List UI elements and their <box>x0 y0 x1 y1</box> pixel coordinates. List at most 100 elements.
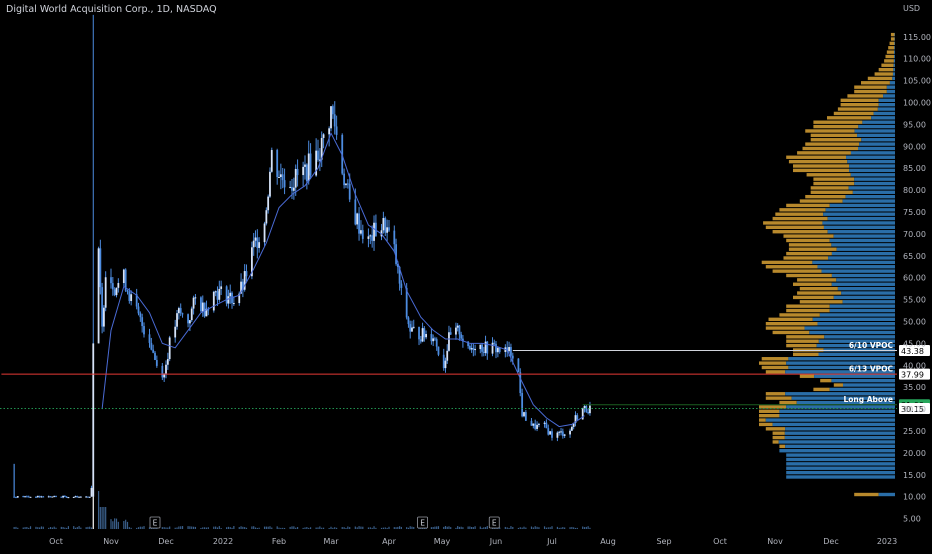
profile-bar-up <box>890 81 895 84</box>
volume-bar <box>62 527 63 529</box>
volume-bar <box>518 528 519 529</box>
candle-body <box>282 174 284 180</box>
x-tick-label: 2023 <box>877 537 897 546</box>
candle-body <box>560 431 562 432</box>
candle-body <box>143 326 145 334</box>
candle-body <box>291 187 293 191</box>
volume-bar <box>221 528 222 529</box>
volume-bar <box>557 527 558 529</box>
candle-body <box>98 248 100 343</box>
profile-bar-up <box>785 432 895 435</box>
profile-bar-down <box>786 344 816 347</box>
profile-bar-up <box>846 195 895 198</box>
profile-bar-down <box>786 156 846 159</box>
profile-bar-down <box>805 142 859 145</box>
profile-bar-down <box>797 278 836 281</box>
volume-bar <box>383 528 384 529</box>
volume-bar <box>297 527 298 529</box>
volume-bar <box>410 526 411 529</box>
candle-body <box>373 223 375 241</box>
volume-bar <box>349 527 350 529</box>
candle-body <box>358 213 360 233</box>
y-tick-label: 10.00 <box>903 493 926 502</box>
candle-body <box>217 291 219 299</box>
profile-bar-up <box>894 42 895 45</box>
candle-body <box>26 496 28 497</box>
profile-bar-down <box>766 326 805 329</box>
candle-body <box>393 231 395 245</box>
y-tick-label: 20.00 <box>903 449 926 458</box>
candle-body <box>278 177 280 178</box>
candle-body <box>589 406 591 414</box>
candle-body <box>73 497 75 498</box>
profile-bar-down <box>847 94 883 97</box>
profile-bar-up <box>773 423 895 426</box>
profile-bar-up <box>887 85 895 88</box>
volume-bar <box>345 528 346 529</box>
y-tick-label: 100.00 <box>903 99 931 108</box>
profile-bar-down <box>775 213 823 216</box>
profile-bar-down <box>759 414 779 417</box>
profile-bar-up <box>817 322 895 325</box>
profile-bar-down <box>811 138 862 141</box>
profile-bar-down <box>773 440 779 443</box>
volume-bar <box>368 527 369 529</box>
volume-bar <box>468 526 469 529</box>
profile-bar-down <box>820 379 831 382</box>
volume-bar <box>191 527 192 529</box>
candle-body <box>334 114 336 126</box>
profile-bar-down <box>786 204 830 207</box>
profile-bar-down <box>786 340 819 343</box>
volume-bar <box>15 527 16 529</box>
profile-bar-up <box>854 177 895 180</box>
profile-bar-up <box>830 204 895 207</box>
candle-body <box>571 427 573 431</box>
profile-bar-up <box>788 357 895 360</box>
profile-bar-up <box>846 156 895 159</box>
profile-bar-down <box>779 401 796 404</box>
profile-bar-up <box>893 68 895 71</box>
candle-body <box>200 297 202 311</box>
volume-bar <box>438 526 439 529</box>
volume-bar <box>522 528 523 529</box>
volume-bar <box>116 519 117 529</box>
candle-body <box>55 496 57 497</box>
candle-body <box>497 348 499 352</box>
profile-bar-up <box>814 375 895 378</box>
profile-bar-down <box>834 112 874 115</box>
volume-bar <box>138 527 139 529</box>
profile-bar-down <box>766 226 824 229</box>
profile-bar-up <box>832 274 895 277</box>
volume-bar <box>123 521 124 529</box>
candle-body <box>547 428 549 434</box>
profile-bar-down <box>786 252 832 255</box>
candle-body <box>265 210 267 223</box>
y-tick-label: 40.00 <box>903 361 926 370</box>
candle-body <box>460 334 462 338</box>
profile-bar-down <box>813 125 858 128</box>
profile-bar-down <box>786 239 830 242</box>
volume-bar <box>448 526 449 529</box>
profile-bar-up <box>837 248 895 251</box>
volume-bar <box>536 527 537 529</box>
profile-bar-up <box>853 191 895 194</box>
profile-bar-down <box>793 353 819 356</box>
profile-bar-up <box>786 475 895 478</box>
volume-bar <box>52 528 53 529</box>
level-name: Long Above <box>843 395 893 404</box>
candle-body <box>53 496 55 497</box>
candle-body <box>165 365 167 374</box>
x-tick-label: Oct <box>713 537 727 546</box>
volume-bar <box>131 528 132 529</box>
profile-bar-down <box>789 243 831 246</box>
profile-bar-up <box>879 99 895 102</box>
volume-bar <box>80 528 81 529</box>
candle-body <box>24 496 26 497</box>
candle-body <box>512 356 514 359</box>
x-tick-label: Jul <box>546 537 557 546</box>
candle-body <box>99 248 101 287</box>
y-tick-label: 115.00 <box>903 33 931 42</box>
volume-bar <box>357 527 358 529</box>
